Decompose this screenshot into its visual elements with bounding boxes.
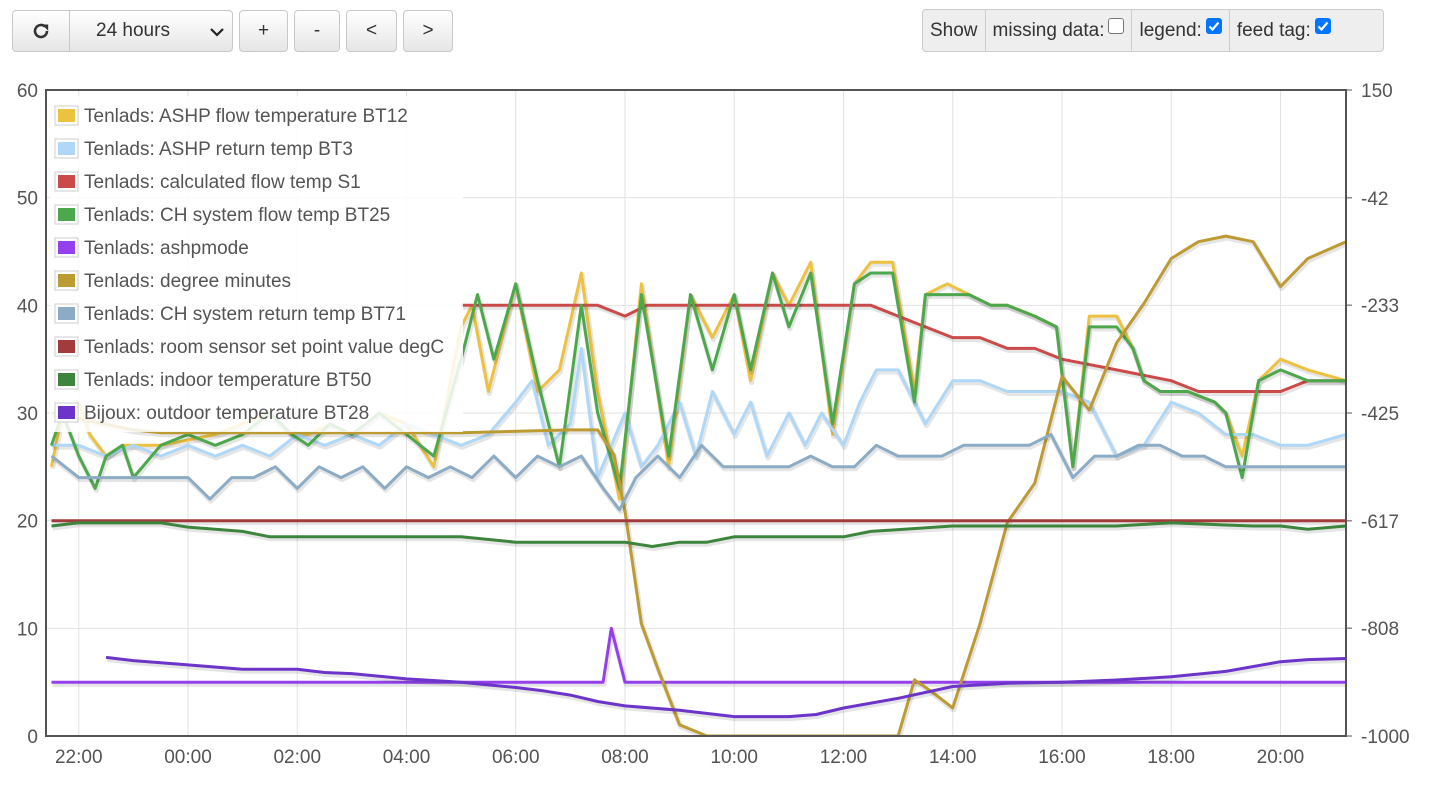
plot-frame	[45, 89, 1347, 737]
legend-swatch	[58, 340, 75, 353]
x-tick-label: 22:00	[55, 747, 103, 768]
y-right-tick-label: -233	[1361, 296, 1399, 317]
legend-swatch	[58, 241, 75, 254]
series-line	[50, 433, 1346, 512]
y-right-tick-label: -425	[1361, 404, 1399, 425]
series-line	[105, 655, 1346, 719]
legend-item: Tenlads: CH system flow temp BT25	[54, 204, 390, 226]
legend-label: Bijoux: outdoor temperature BT28	[84, 403, 369, 424]
missing-data-option[interactable]: missing data:	[986, 10, 1133, 51]
legend-item: Tenlads: ASHP return temp BT3	[54, 138, 353, 160]
show-label-segment: Show	[923, 10, 986, 51]
series-line	[51, 521, 1346, 548]
legend-background	[50, 96, 463, 432]
legend-label: Tenlads: room sensor set point value deg…	[84, 337, 444, 358]
y-left-tick-label: 50	[17, 189, 38, 210]
y-right-tick-label: -808	[1361, 619, 1399, 640]
legend-swatch	[58, 208, 75, 221]
legend-label: Tenlads: indoor temperature BT50	[84, 370, 371, 391]
legend-swatch	[58, 406, 75, 419]
legend-label: Tenlads: ashpmode	[84, 238, 249, 259]
x-tick-label: 18:00	[1147, 747, 1195, 768]
x-tick-label: 16:00	[1038, 747, 1086, 768]
legend-swatch	[58, 175, 75, 188]
legend-item: Tenlads: room sensor set point value deg…	[54, 336, 444, 358]
legend-label: Tenlads: degree minutes	[84, 271, 291, 292]
refresh-icon	[33, 23, 49, 39]
series-line	[51, 626, 1346, 684]
zoom-out-label: -	[313, 20, 321, 41]
missing-data-checkbox[interactable]	[1108, 17, 1125, 34]
pan-left-button[interactable]: <	[346, 10, 397, 52]
refresh-button[interactable]	[12, 10, 70, 52]
y-right-tick-label: -1000	[1361, 727, 1410, 748]
legend-swatch	[58, 109, 75, 122]
y-right-tick-label: -617	[1361, 512, 1399, 533]
legend-item: Tenlads: indoor temperature BT50	[54, 369, 371, 391]
legend-label: Tenlads: ASHP return temp BT3	[84, 139, 353, 160]
series-shadow	[462, 304, 1346, 396]
legend-swatch	[58, 307, 75, 320]
legend-checkbox[interactable]	[1205, 17, 1222, 34]
legend-option[interactable]: legend:	[1132, 10, 1230, 51]
x-tick-label: 14:00	[929, 747, 977, 768]
legend: Tenlads: ASHP flow temperature BT12 Tenla…	[50, 96, 463, 432]
chevron-down-icon	[210, 28, 224, 37]
series-line	[461, 303, 1346, 393]
x-tick-label: 20:00	[1257, 747, 1305, 768]
legend-label: Tenlads: ASHP flow temperature BT12	[84, 106, 408, 127]
series-line	[51, 234, 1346, 736]
time-range-value: 24 hours	[96, 20, 170, 41]
y-left-tick-label: 20	[17, 512, 38, 533]
y-left-tick-label: 30	[17, 404, 38, 425]
y-left-tick-label: 0	[27, 727, 38, 748]
display-options-bar: Show missing data: legend: feed tag:	[922, 9, 1384, 52]
x-tick-label: 02:00	[273, 747, 321, 768]
pan-left-label: <	[365, 20, 378, 41]
series-shadow	[52, 627, 1346, 687]
zoom-in-button[interactable]: +	[239, 10, 288, 52]
legend-label: Tenlads: calculated flow temp S1	[84, 172, 361, 193]
x-tick-label: 10:00	[710, 747, 758, 768]
y-left-tick-label: 10	[17, 619, 38, 640]
feed-tag-option[interactable]: feed tag:	[1230, 10, 1338, 51]
legend-item: Tenlads: calculated flow temp S1	[54, 171, 361, 193]
y-right-tick-label: -42	[1361, 189, 1388, 210]
feed-tag-checkbox[interactable]	[1314, 17, 1331, 34]
legend-swatch	[58, 142, 75, 155]
x-tick-label: 00:00	[164, 747, 212, 768]
y-left-tick-label: 40	[17, 296, 38, 317]
y-right-tick-label: 150	[1361, 81, 1393, 102]
legend-toggle-label: legend:	[1139, 19, 1202, 41]
legend-item: Tenlads: ASHP flow temperature BT12	[54, 105, 408, 127]
legend-swatch	[58, 274, 75, 287]
series-shadow	[106, 656, 1346, 722]
legend-swatch	[58, 373, 75, 386]
series-line	[51, 346, 1346, 480]
time-range-select[interactable]: 24 hours	[69, 10, 233, 52]
legend-item: Tenlads: degree minutes	[54, 270, 291, 292]
checkmark-icon	[1208, 21, 1220, 31]
x-tick-label: 06:00	[492, 747, 540, 768]
x-tick-label: 04:00	[383, 747, 431, 768]
checkmark-icon	[1317, 21, 1329, 31]
legend-item: Tenlads: CH system return temp BT71	[54, 303, 406, 325]
pan-right-button[interactable]: >	[403, 10, 453, 52]
legend-label: Tenlads: CH system return temp BT71	[84, 304, 406, 325]
legend-label: Tenlads: CH system flow temp BT25	[84, 205, 390, 226]
show-label: Show	[930, 19, 978, 41]
missing-data-label: missing data:	[992, 19, 1105, 41]
pan-right-label: >	[422, 20, 434, 41]
x-tick-label: 12:00	[820, 747, 868, 768]
series-shadow	[52, 522, 1346, 551]
x-tick-label: 08:00	[601, 747, 649, 768]
y-left-tick-label: 60	[17, 81, 38, 102]
legend-item: Tenlads: ashpmode	[54, 237, 249, 259]
series-shadow	[51, 235, 1346, 736]
zoom-out-button[interactable]: -	[294, 10, 340, 52]
zoom-in-label: +	[257, 20, 270, 41]
legend-item: Bijoux: outdoor temperature BT28	[54, 402, 369, 424]
feed-tag-label: feed tag:	[1236, 19, 1311, 41]
